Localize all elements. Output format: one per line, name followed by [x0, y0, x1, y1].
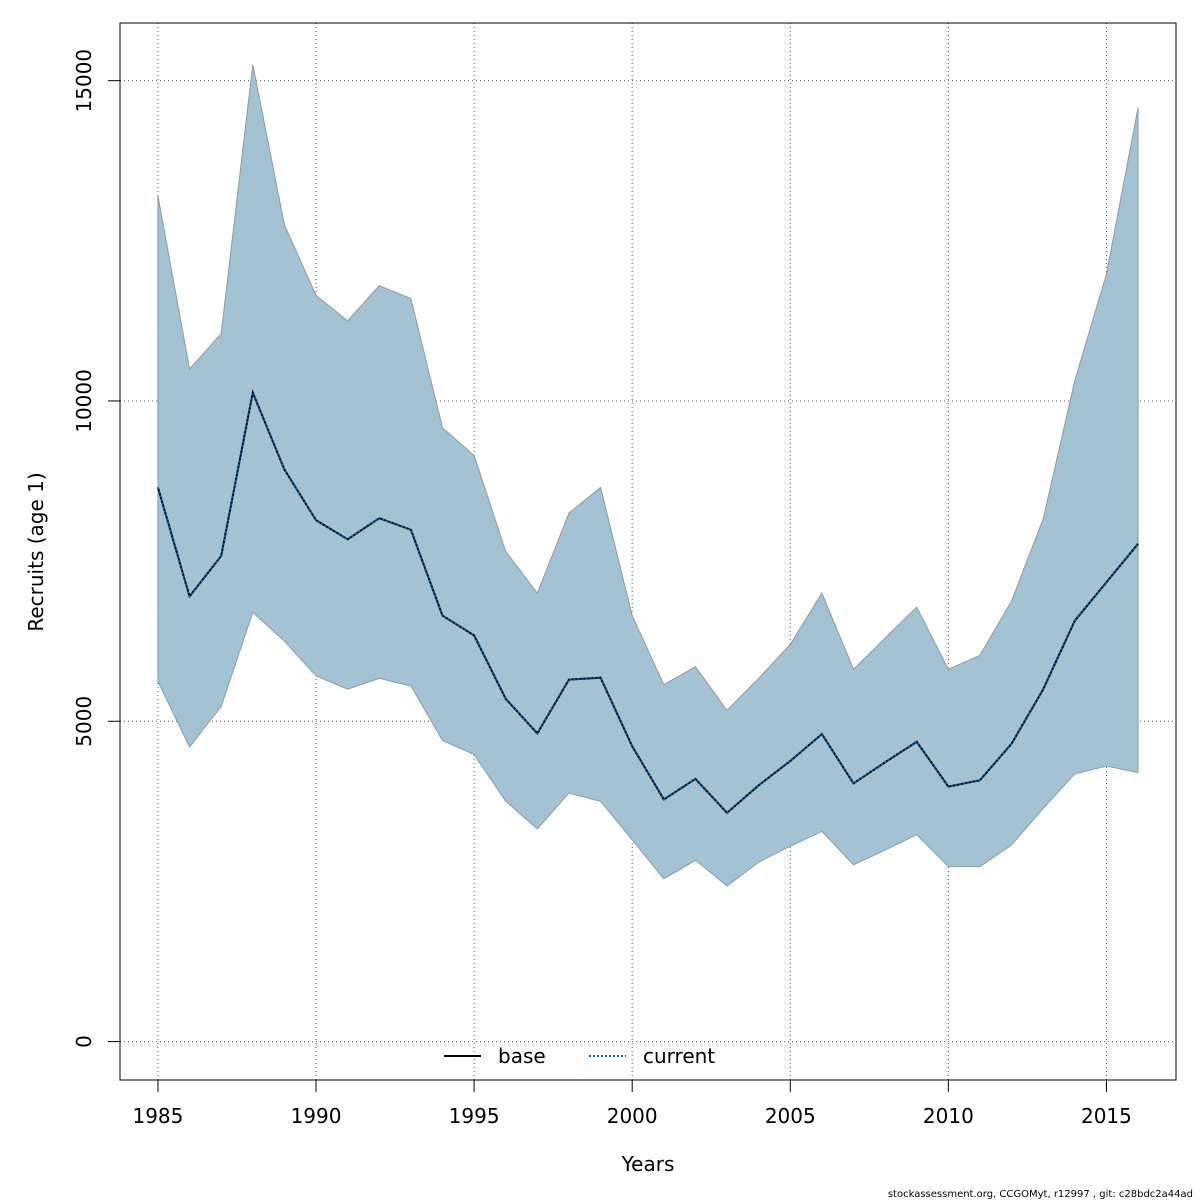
x-tick-label: 2015 — [1081, 1104, 1132, 1128]
x-tick-label: 2010 — [923, 1104, 974, 1128]
x-tick-label: 2000 — [607, 1104, 658, 1128]
x-tick-label: 1995 — [449, 1104, 500, 1128]
y-axis: 0 5000 10000 15000 — [72, 49, 121, 1048]
x-axis-title: Years — [621, 1152, 675, 1176]
legend-label-current: current — [643, 1044, 715, 1068]
series-lines — [156, 389, 1139, 815]
y-tick-label: 5000 — [72, 696, 96, 747]
x-tick-label: 1985 — [132, 1104, 183, 1128]
y-tick-label: 0 — [72, 1035, 96, 1048]
x-tick-label: 2005 — [765, 1104, 816, 1128]
x-axis: 1985 1990 1995 2000 2005 2010 2015 — [132, 1079, 1132, 1128]
series-line-current — [156, 389, 1139, 815]
confidence-band — [157, 64, 1139, 887]
y-tick-label: 15000 — [72, 49, 96, 113]
legend: base current — [444, 1044, 715, 1068]
footer-text: stockassessment.org, CCGOMyt, r12997 , g… — [888, 1189, 1193, 1200]
y-tick-label: 10000 — [72, 369, 96, 433]
y-axis-title: Recruits (age 1) — [24, 472, 48, 631]
legend-label-base: base — [498, 1044, 546, 1068]
x-tick-label: 1990 — [291, 1104, 342, 1128]
confidence-band-area — [157, 64, 1139, 887]
